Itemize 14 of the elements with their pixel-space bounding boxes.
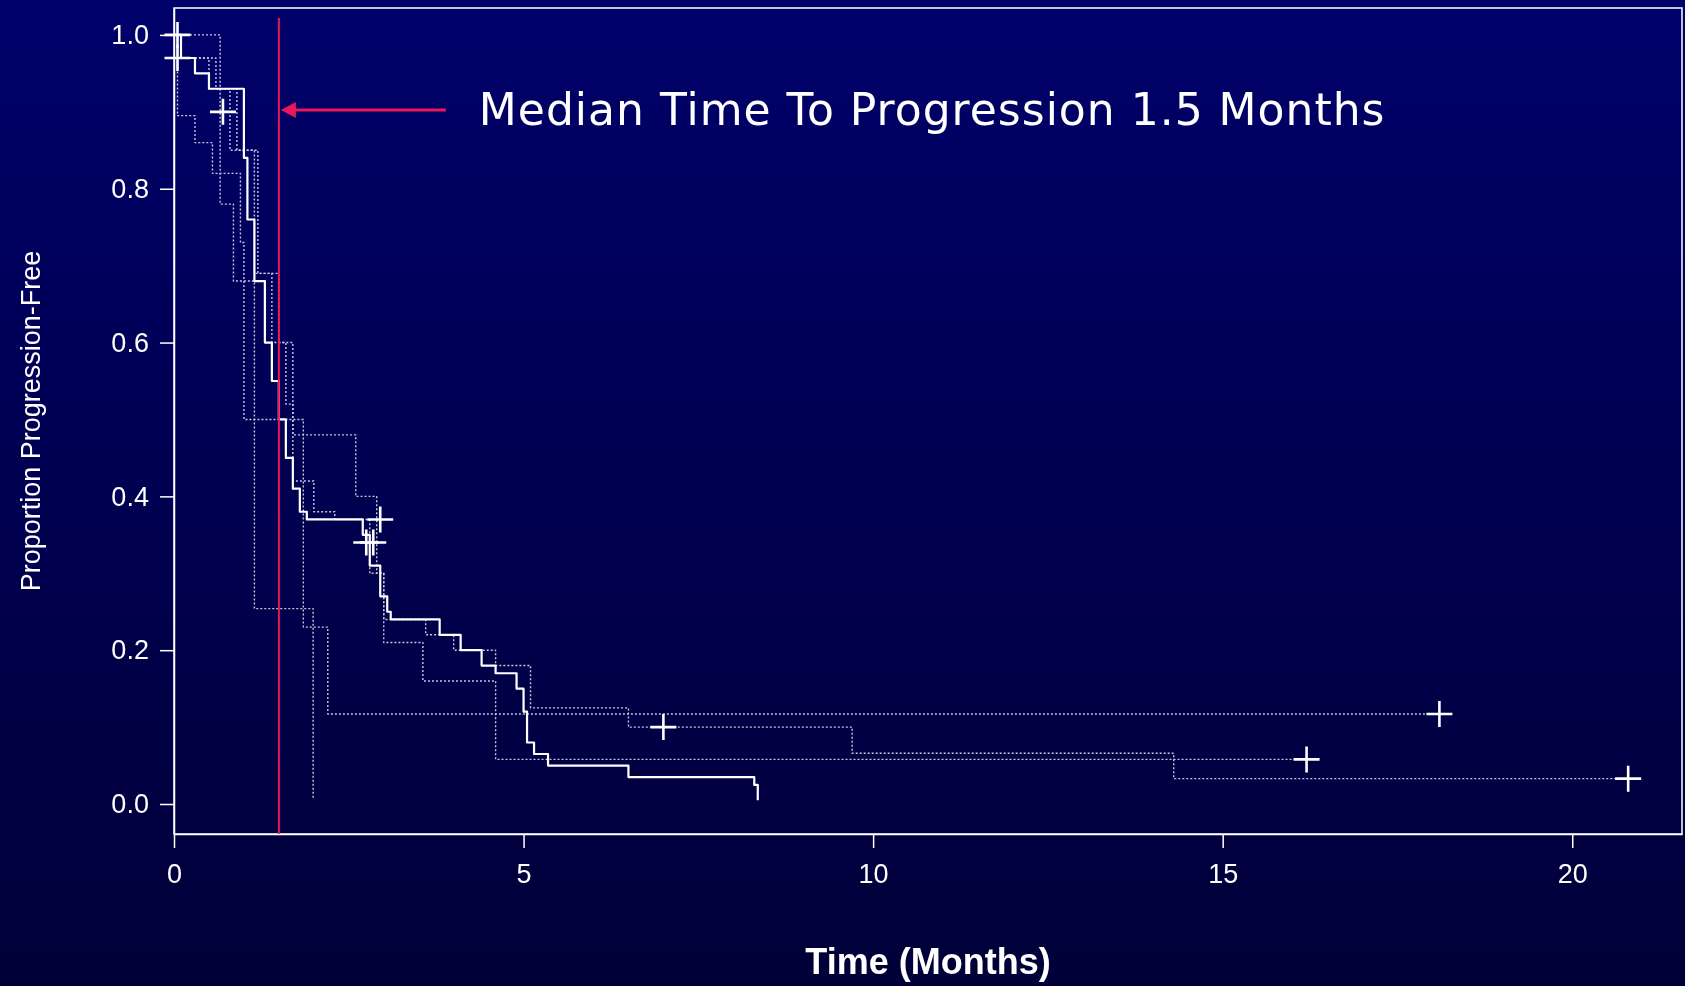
x-axis-title: Time (Months) bbox=[805, 941, 1051, 982]
x-tick-label: 20 bbox=[1557, 859, 1588, 890]
x-tick-label: 10 bbox=[858, 859, 889, 890]
y-tick-label: 0.6 bbox=[111, 327, 149, 358]
y-tick-label: 0.8 bbox=[111, 173, 149, 204]
y-tick-label: 0.2 bbox=[111, 635, 149, 666]
y-tick-label: 0.0 bbox=[111, 789, 149, 820]
annotation: Median Time To Progression 1.5 Months bbox=[478, 84, 1386, 135]
x-tick-label: 5 bbox=[516, 859, 532, 890]
x-tick-label: 15 bbox=[1208, 859, 1239, 890]
y-tick-label: 1.0 bbox=[111, 20, 149, 51]
y-tick-label: 0.4 bbox=[111, 481, 149, 512]
x-tick-label: 0 bbox=[166, 859, 183, 890]
y-axis-title: Proportion Progression-Free bbox=[16, 250, 46, 592]
